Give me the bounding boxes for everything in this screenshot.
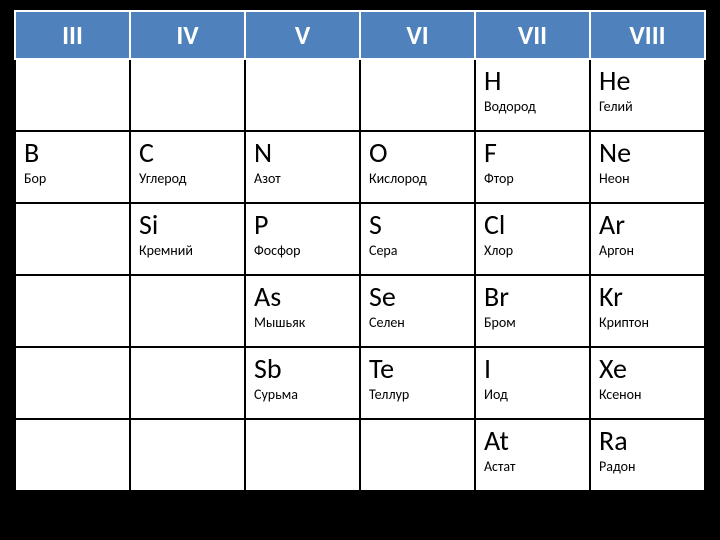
col-header: IV <box>130 11 245 59</box>
empty-cell <box>15 203 130 275</box>
element-cell: Te Теллур <box>360 347 475 419</box>
element-cell: Xe Ксенон <box>590 347 705 419</box>
element-cell: Sb Сурьма <box>245 347 360 419</box>
element-symbol: At <box>484 426 581 457</box>
element-name: Фтор <box>484 171 581 186</box>
element-name: Гелий <box>599 99 696 114</box>
element-name: Сера <box>369 243 466 258</box>
element-name: Хлор <box>484 243 581 258</box>
empty-cell <box>130 347 245 419</box>
element-name: Астат <box>484 459 581 474</box>
col-header: VI <box>360 11 475 59</box>
element-name: Мышьяк <box>254 315 351 330</box>
element-name: Углерод <box>139 171 236 186</box>
element-name: Ксенон <box>599 387 696 402</box>
element-cell: Ra Радон <box>590 419 705 491</box>
element-symbol: Cl <box>484 210 581 241</box>
col-header: V <box>245 11 360 59</box>
element-symbol: Ne <box>599 138 696 169</box>
periodic-table: III IV V VI VII VIII H Водород He <box>14 10 706 492</box>
element-cell: Kr Криптон <box>590 275 705 347</box>
table-row: B Бор C Углерод N Азот O Кислород F Фт <box>15 131 705 203</box>
element-cell: F Фтор <box>475 131 590 203</box>
element-cell: C Углерод <box>130 131 245 203</box>
element-cell: Si Кремний <box>130 203 245 275</box>
element-cell: I Иод <box>475 347 590 419</box>
element-symbol: Xe <box>599 354 696 385</box>
element-cell: Se Селен <box>360 275 475 347</box>
element-cell: At Астат <box>475 419 590 491</box>
table-row: Si Кремний P Фосфор S Сера Cl Хлор Ar <box>15 203 705 275</box>
element-name: Радон <box>599 459 696 474</box>
element-name: Селен <box>369 315 466 330</box>
element-cell: O Кислород <box>360 131 475 203</box>
table-row: Sb Сурьма Te Теллур I Иод Xe Ксенон <box>15 347 705 419</box>
element-name: Аргон <box>599 243 696 258</box>
element-cell: H Водород <box>475 59 590 131</box>
element-symbol: Te <box>369 354 466 385</box>
element-name: Кремний <box>139 243 236 258</box>
empty-cell <box>245 59 360 131</box>
empty-cell <box>130 59 245 131</box>
element-name: Азот <box>254 171 351 186</box>
empty-cell <box>245 419 360 491</box>
empty-cell <box>130 419 245 491</box>
element-cell: He Гелий <box>590 59 705 131</box>
element-symbol: Ra <box>599 426 696 457</box>
element-symbol: N <box>254 138 351 169</box>
element-cell: S Сера <box>360 203 475 275</box>
element-cell: P Фосфор <box>245 203 360 275</box>
periodic-table-wrapper: III IV V VI VII VIII H Водород He <box>0 0 720 516</box>
element-name: Криптон <box>599 315 696 330</box>
header-row: III IV V VI VII VIII <box>15 11 705 59</box>
element-symbol: C <box>139 138 236 169</box>
element-name: Бор <box>24 171 121 186</box>
empty-cell <box>15 419 130 491</box>
element-symbol: Ar <box>599 210 696 241</box>
col-header: III <box>15 11 130 59</box>
empty-cell <box>15 59 130 131</box>
empty-cell <box>360 59 475 131</box>
element-symbol: Kr <box>599 282 696 313</box>
element-cell: Cl Хлор <box>475 203 590 275</box>
table-row: H Водород He Гелий <box>15 59 705 131</box>
element-cell: As Мышьяк <box>245 275 360 347</box>
empty-cell <box>15 275 130 347</box>
table-row: As Мышьяк Se Селен Br Бром Kr Криптон <box>15 275 705 347</box>
empty-cell <box>15 347 130 419</box>
element-cell: Ne Неон <box>590 131 705 203</box>
element-symbol: Si <box>139 210 236 241</box>
col-header: VII <box>475 11 590 59</box>
element-name: Фосфор <box>254 243 351 258</box>
empty-cell <box>360 419 475 491</box>
element-symbol: Sb <box>254 354 351 385</box>
element-symbol: O <box>369 138 466 169</box>
element-symbol: I <box>484 354 581 385</box>
element-symbol: He <box>599 66 696 97</box>
element-cell: Br Бром <box>475 275 590 347</box>
element-name: Бром <box>484 315 581 330</box>
empty-cell <box>130 275 245 347</box>
element-cell: B Бор <box>15 131 130 203</box>
element-symbol: P <box>254 210 351 241</box>
element-name: Иод <box>484 387 581 402</box>
element-name: Водород <box>484 99 581 114</box>
element-symbol: H <box>484 66 581 97</box>
element-symbol: F <box>484 138 581 169</box>
col-header: VIII <box>590 11 705 59</box>
element-symbol: B <box>24 138 121 169</box>
element-symbol: S <box>369 210 466 241</box>
table-row: At Астат Ra Радон <box>15 419 705 491</box>
element-name: Сурьма <box>254 387 351 402</box>
element-name: Теллур <box>369 387 466 402</box>
element-symbol: Se <box>369 282 466 313</box>
element-name: Кислород <box>369 171 466 186</box>
element-symbol: Br <box>484 282 581 313</box>
element-cell: Ar Аргон <box>590 203 705 275</box>
element-symbol: As <box>254 282 351 313</box>
element-name: Неон <box>599 171 696 186</box>
element-cell: N Азот <box>245 131 360 203</box>
